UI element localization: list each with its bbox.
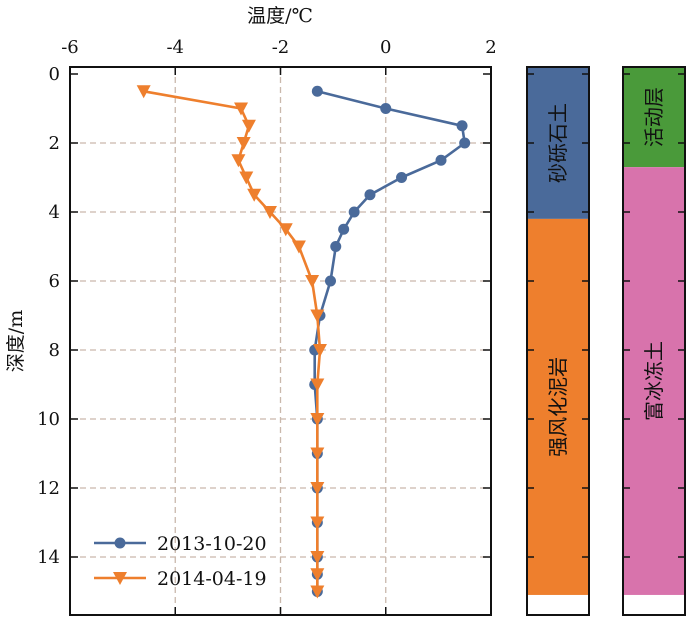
data-point <box>305 275 320 288</box>
data-point <box>236 137 251 150</box>
stratum-layer <box>623 167 685 595</box>
stratum-label: 富冰冻土 <box>642 341 666 421</box>
data-point <box>136 85 151 99</box>
data-point <box>456 120 468 132</box>
legend-label: 2014-04-19 <box>157 568 267 590</box>
legend: 2013-10-20 2014-04-19 <box>94 533 267 590</box>
data-point <box>310 309 325 323</box>
legend-label: 2013-10-20 <box>157 533 267 555</box>
legend-marker <box>114 537 126 549</box>
grid-layer <box>70 67 491 615</box>
x-tick-label: 2 <box>485 37 496 58</box>
legend-marker <box>113 572 127 585</box>
data-point <box>310 551 325 564</box>
data-point <box>380 103 392 114</box>
y-tick-label: 12 <box>37 478 60 499</box>
series-1 <box>309 85 471 597</box>
data-point <box>278 223 293 237</box>
data-point <box>338 223 350 235</box>
data-point <box>310 447 325 461</box>
data-point <box>241 119 256 133</box>
data-point <box>396 172 408 183</box>
y-tick-label: 10 <box>37 409 60 430</box>
x-tick-label: -6 <box>61 37 79 58</box>
stratum-label: 活动层 <box>642 87 666 147</box>
x-axis-title: 温度/℃ <box>247 5 313 27</box>
data-point <box>310 413 325 426</box>
data-point <box>312 344 327 357</box>
data-point <box>364 189 376 201</box>
data-point <box>435 154 447 166</box>
stratum-layer <box>527 67 589 219</box>
data-point <box>291 240 306 254</box>
data-point <box>231 154 246 168</box>
data-point <box>459 137 471 149</box>
data-point <box>310 516 325 530</box>
x-tick-label: -2 <box>272 37 290 58</box>
y-tick-label: 0 <box>49 64 60 85</box>
stratum-layer <box>623 67 685 168</box>
stratum-layer <box>527 218 589 595</box>
data-point <box>348 206 360 218</box>
stratum-label: 砂砾石土 <box>546 103 570 183</box>
series-line <box>313 90 467 592</box>
tick-layer: -6 -4 -2 0 2 0 2 4 6 8 10 12 14 <box>37 37 497 615</box>
data-point <box>310 378 325 392</box>
strata-column-frame <box>622 66 686 616</box>
x-tick-label: -4 <box>166 37 184 58</box>
data-point <box>311 85 323 97</box>
series-line <box>143 90 322 592</box>
data-point <box>247 188 262 202</box>
data-point <box>324 275 336 287</box>
data-point <box>262 206 277 219</box>
y-axis-title: 深度/m <box>5 310 27 372</box>
stratum-label: 强风化泥岩 <box>546 357 570 457</box>
strata-column-frame <box>526 66 590 616</box>
data-point <box>310 585 325 599</box>
series-2 <box>136 85 327 599</box>
x-tick-label: 0 <box>380 37 391 58</box>
y-tick-label: 4 <box>49 202 60 223</box>
data-point <box>310 568 325 582</box>
data-point <box>310 482 325 495</box>
y-tick-label: 6 <box>49 271 60 292</box>
data-point <box>330 241 342 252</box>
y-tick-label: 8 <box>49 340 60 361</box>
data-point <box>239 171 254 185</box>
series-layer <box>136 85 471 599</box>
data-point <box>234 102 249 116</box>
y-tick-label: 14 <box>37 547 60 568</box>
y-tick-label: 2 <box>49 133 60 154</box>
